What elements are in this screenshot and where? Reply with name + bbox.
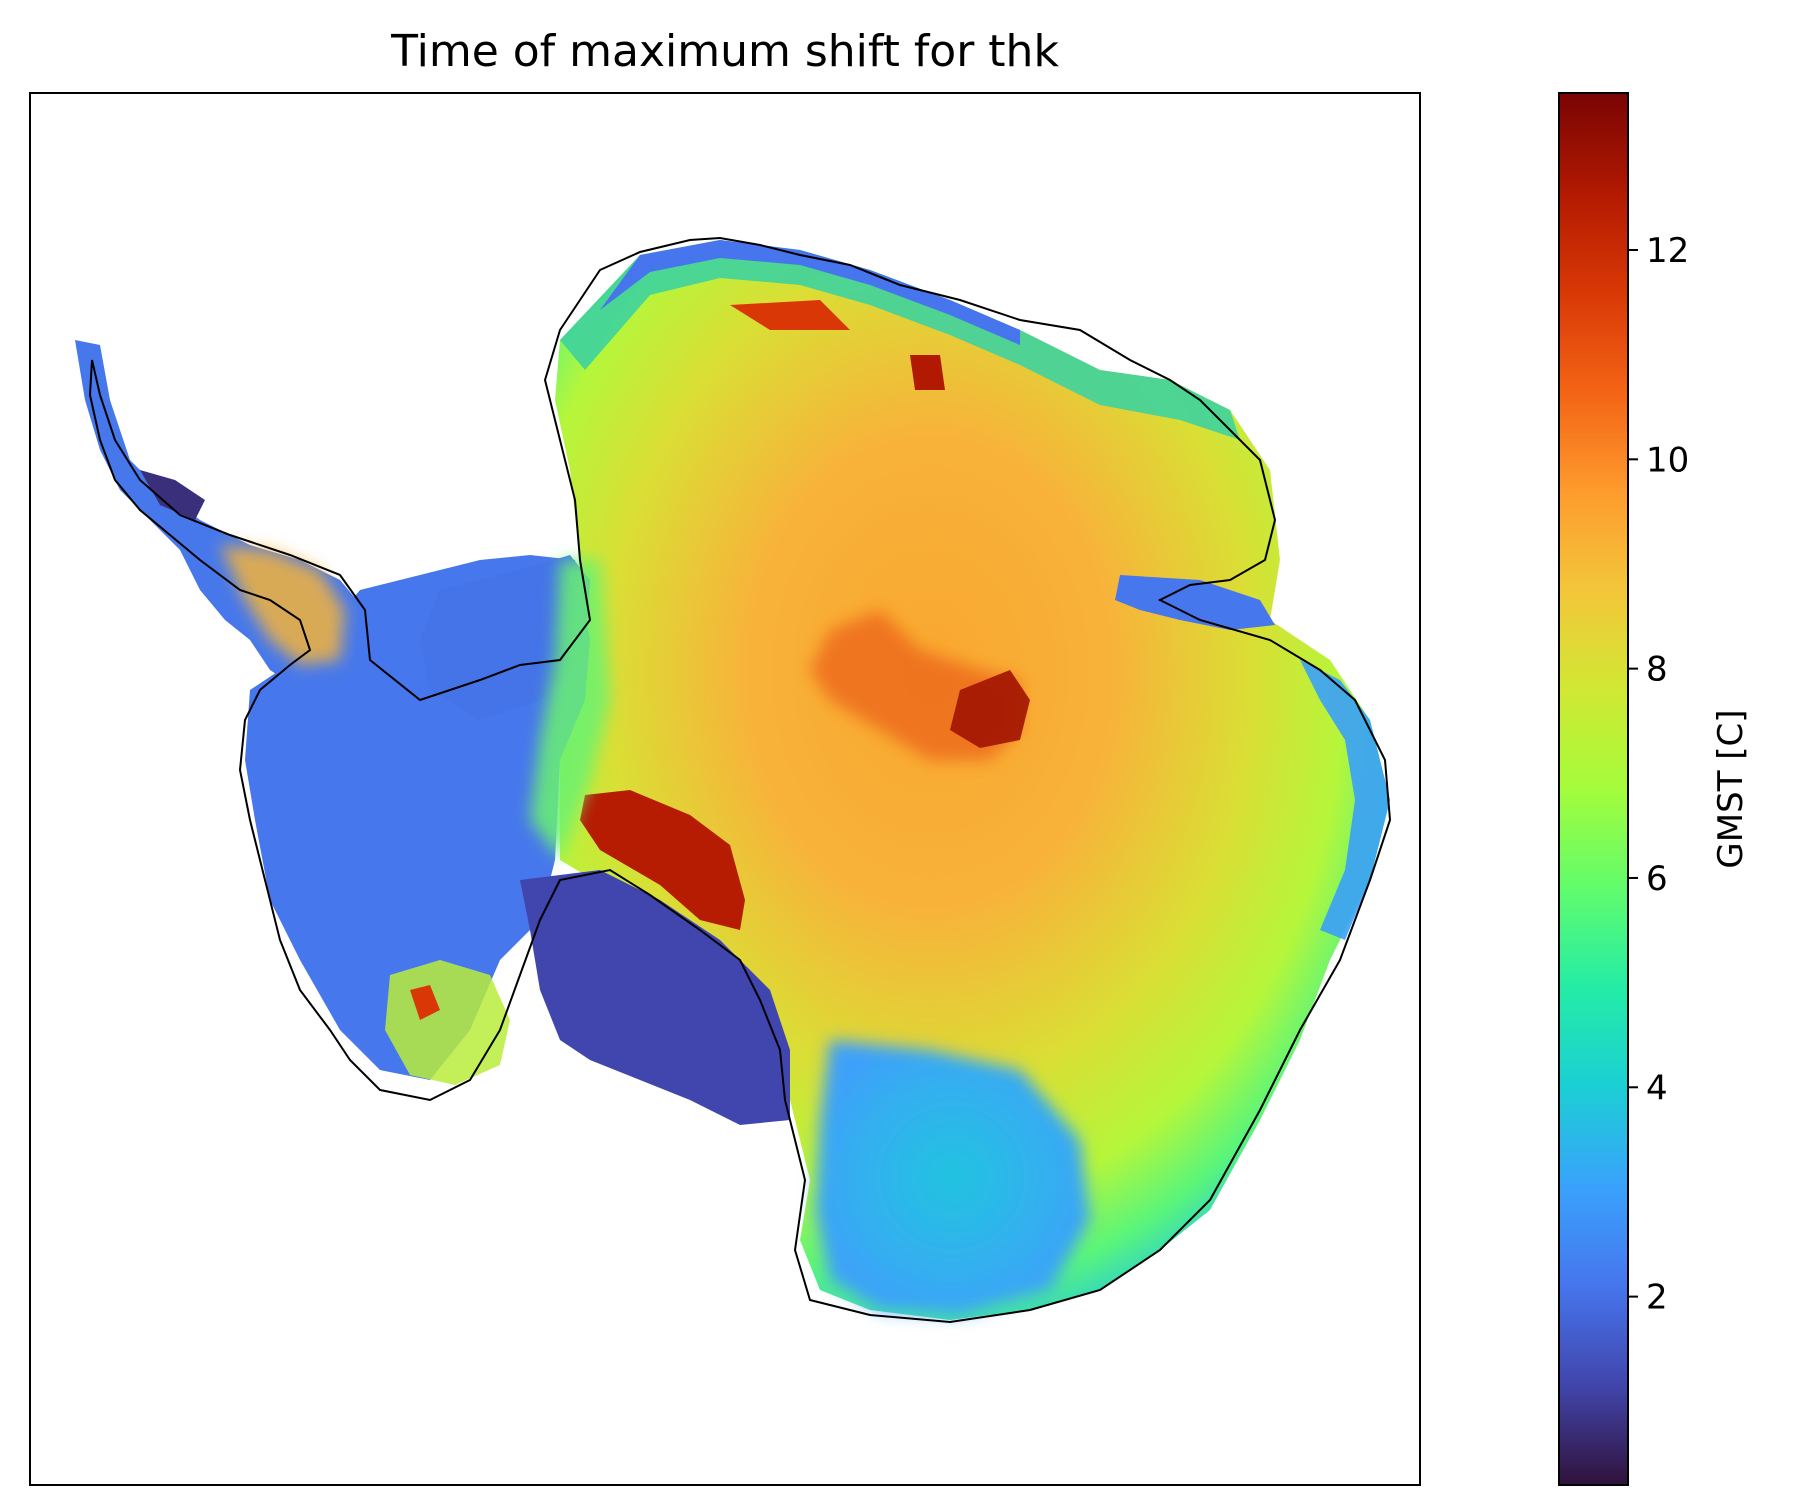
colorbar-frame bbox=[1558, 92, 1629, 1486]
antarctica-heatmap bbox=[75, 236, 1392, 1324]
region-margin-north bbox=[560, 240, 1240, 440]
colorbar-ticks: 2 4 6 8 10 12 bbox=[1628, 231, 1689, 1318]
colorbar-tick-label: 6 bbox=[1646, 859, 1668, 899]
region-amery-inlet bbox=[1115, 575, 1275, 630]
colorbar-tick-label: 10 bbox=[1646, 440, 1689, 480]
colorbar-tick-label: 2 bbox=[1646, 1278, 1668, 1318]
region-peninsula-warm bbox=[220, 545, 345, 665]
region-peninsula-dark bbox=[140, 470, 205, 520]
region-wilkes-basin bbox=[815, 1040, 1090, 1315]
region-margin-east bbox=[1300, 660, 1390, 940]
region-coast-streak-2 bbox=[910, 355, 945, 390]
region-filchner-ronne bbox=[420, 555, 590, 720]
region-junction bbox=[530, 560, 610, 860]
colorbar-label: GMST [C] bbox=[1711, 709, 1751, 868]
region-coast-streak bbox=[730, 300, 850, 330]
region-ross-ice-shelf bbox=[520, 870, 790, 1125]
region-transantarctic-band bbox=[580, 790, 745, 930]
colorbar-tick-label: 8 bbox=[1646, 650, 1668, 690]
region-margin-north-blue bbox=[600, 240, 1020, 345]
coastline bbox=[88, 236, 1392, 1324]
colorbar-gradient bbox=[1559, 93, 1628, 1485]
colorbar-tick-label: 4 bbox=[1646, 1068, 1668, 1108]
colorbar: 2 4 6 8 10 12 GMST [C] bbox=[1558, 92, 1751, 1486]
axes-frame bbox=[29, 92, 1421, 1486]
colorbar-tick-label: 12 bbox=[1646, 231, 1689, 271]
region-central-dome-core bbox=[950, 670, 1030, 748]
chart-title: Time of maximum shift for thk bbox=[390, 26, 1059, 77]
region-marie-byrd-core bbox=[410, 985, 440, 1020]
region-east-antarctica bbox=[555, 240, 1390, 1320]
